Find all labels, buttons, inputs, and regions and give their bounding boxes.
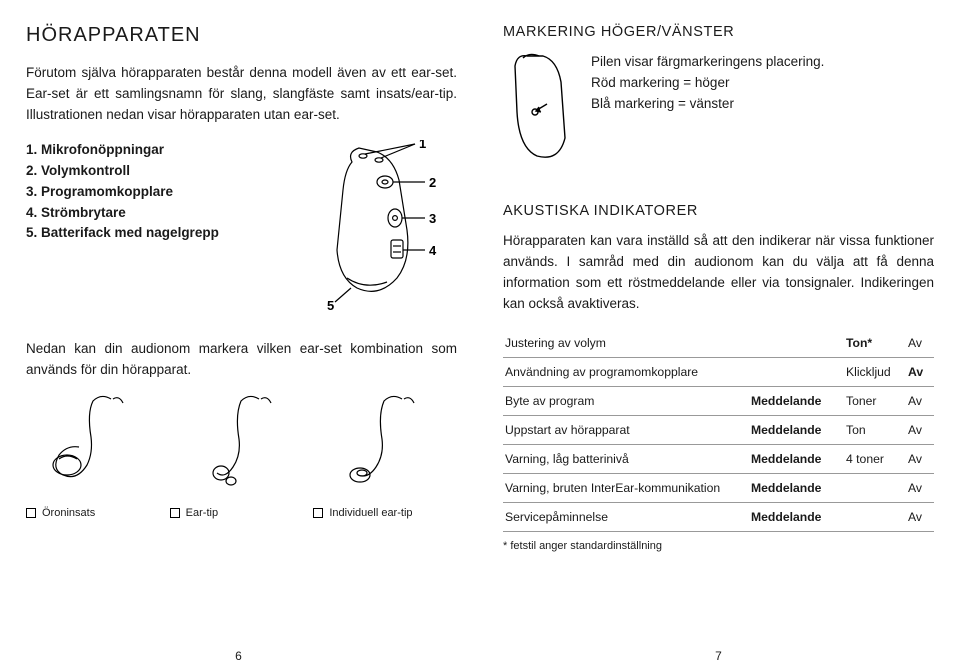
acoustic-paragraph: Hörapparaten kan vara inställd så att de… [503, 231, 934, 315]
part-item: Strömbrytare [26, 203, 295, 224]
table-footnote: * fetstil anger standardinställning [503, 540, 934, 552]
table-cell [844, 473, 906, 502]
part-item: Mikrofonöppningar [26, 140, 295, 161]
table-cell: Ton [844, 415, 906, 444]
table-cell: Meddelande [749, 502, 844, 531]
table-cell: Ton* [844, 329, 906, 358]
table-cell: Av [906, 415, 934, 444]
table-cell [749, 329, 844, 358]
table-row: Justering av volym Ton*Av [503, 329, 934, 358]
page-title: HÖRAPPARATEN [26, 24, 457, 47]
svg-text:3: 3 [429, 211, 436, 226]
table-cell: Av [906, 357, 934, 386]
earset-individual-icon [313, 391, 457, 501]
table-cell: Justering av volym [503, 329, 749, 358]
earset-eartip-icon [170, 391, 314, 501]
page-left: HÖRAPPARATEN Förutom själva hörapparaten… [0, 0, 477, 671]
table-cell: Meddelande [749, 444, 844, 473]
earset-oroninsats-icon [26, 391, 170, 501]
option-label: Individuell ear-tip [329, 507, 412, 519]
table-row: Varning, bruten InterEar-kommunikationMe… [503, 473, 934, 502]
table-cell: Meddelande [749, 386, 844, 415]
svg-text:2: 2 [429, 175, 436, 190]
indicator-table: Justering av volymTon*AvAnvändning av pr… [503, 329, 934, 532]
table-row: Varning, låg batterinivåMeddelande4 tone… [503, 444, 934, 473]
svg-text:4: 4 [429, 243, 437, 258]
table-cell: Klickljud [844, 357, 906, 386]
svg-text:1: 1 [419, 140, 426, 151]
table-cell: Servicepåminnelse [503, 502, 749, 531]
table-cell: Meddelande [749, 415, 844, 444]
table-cell: Meddelande [749, 473, 844, 502]
marker-row: Pilen visar färgmarkeringens place­ring.… [503, 52, 934, 165]
marker-diagram [503, 52, 577, 165]
below-paragraph: Nedan kan din audionom markera vilken ea… [26, 339, 457, 381]
svg-text:5: 5 [327, 298, 334, 310]
table-cell [844, 502, 906, 531]
part-item: Volymkontroll [26, 161, 295, 182]
table-cell: Användning av programomkopplare [503, 357, 749, 386]
earset-svgs [26, 391, 457, 501]
table-cell: Av [906, 502, 934, 531]
part-item: Batterifack med nagelgrepp [26, 223, 295, 244]
parts-row: Mikrofonöppningar Volymkontroll Programo… [26, 140, 457, 313]
options-row: Öroninsats Ear-tip Individuell ear-tip [26, 505, 457, 519]
table-row: Byte av programMeddelandeTonerAv [503, 386, 934, 415]
page-number: 7 [715, 649, 722, 663]
table-row: Uppstart av hörapparatMeddelandeTonAv [503, 415, 934, 444]
page-right: MARKERING HÖGER/VÄNSTER Pilen visar färg… [477, 0, 960, 671]
table-cell: Varning, låg batterinivå [503, 444, 749, 473]
part-item: Programomkopplare [26, 182, 295, 203]
marker-title: MARKERING HÖGER/VÄNSTER [503, 24, 934, 40]
table-cell: 4 toner [844, 444, 906, 473]
table-cell: Av [906, 386, 934, 415]
table-cell: Av [906, 329, 934, 358]
hearing-aid-diagram: 1 2 3 4 5 [307, 140, 457, 313]
marker-text: Pilen visar färgmarkeringens place­ring.… [591, 52, 934, 165]
table-cell: Av [906, 444, 934, 473]
acoustic-title: AKUSTISKA INDIKATORER [503, 203, 934, 219]
table-cell: Varning, bruten InterEar-kommunikation [503, 473, 749, 502]
table-cell [749, 357, 844, 386]
table-cell: Toner [844, 386, 906, 415]
page-number: 6 [235, 649, 242, 663]
table-row: Användning av programomkopplare Klickljud… [503, 357, 934, 386]
option-individual-eartip[interactable]: Individuell ear-tip [313, 507, 457, 519]
option-eartip[interactable]: Ear-tip [170, 507, 314, 519]
table-row: ServicepåminnelseMeddelande Av [503, 502, 934, 531]
table-cell: Byte av program [503, 386, 749, 415]
intro-paragraph: Förutom själva hörapparaten består denna… [26, 63, 457, 126]
option-label: Ear-tip [186, 507, 218, 519]
option-label: Öroninsats [42, 507, 95, 519]
parts-list: Mikrofonöppningar Volymkontroll Programo… [26, 140, 295, 313]
table-cell: Uppstart av hörapparat [503, 415, 749, 444]
table-cell: Av [906, 473, 934, 502]
option-oroninsats[interactable]: Öroninsats [26, 507, 170, 519]
